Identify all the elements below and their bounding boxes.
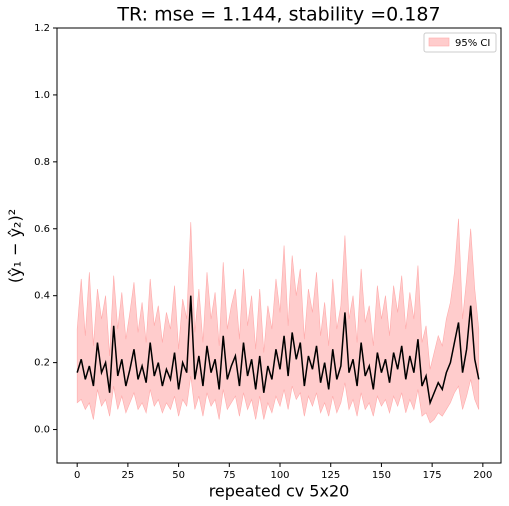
x-tick-label: 75	[223, 470, 236, 481]
x-tick-label: 150	[372, 470, 391, 481]
y-tick-label: 0.0	[34, 425, 50, 436]
y-tick-label: 1.2	[34, 23, 50, 34]
x-tick-label: 100	[270, 470, 289, 481]
x-tick-label: 0	[74, 470, 80, 481]
legend-swatch	[428, 37, 450, 47]
ci-band	[76, 218, 480, 424]
line	[76, 295, 480, 406]
x-tick-label: 25	[122, 470, 135, 481]
x-tick-label: 175	[423, 470, 442, 481]
y-tick-label: 0.6	[34, 224, 50, 235]
y-tick-label: 0.2	[34, 358, 50, 369]
x-tick-label: 50	[172, 470, 185, 481]
legend-label: 95% CI	[455, 38, 490, 49]
plot-frame	[56, 27, 502, 464]
x-axis-label: repeated cv 5x20	[209, 482, 350, 501]
y-tick-label: 1.0	[34, 90, 50, 101]
chart-title: TR: mse = 1.144, stability =0.187	[116, 4, 440, 26]
y-tick-label: 0.8	[34, 157, 50, 168]
y-tick-label: 0.4	[34, 291, 50, 302]
x-tick-label: 125	[321, 470, 340, 481]
y-axis-label: (ŷ₁ − ŷ₂)²	[6, 209, 25, 283]
x-tick-label: 200	[473, 470, 492, 481]
